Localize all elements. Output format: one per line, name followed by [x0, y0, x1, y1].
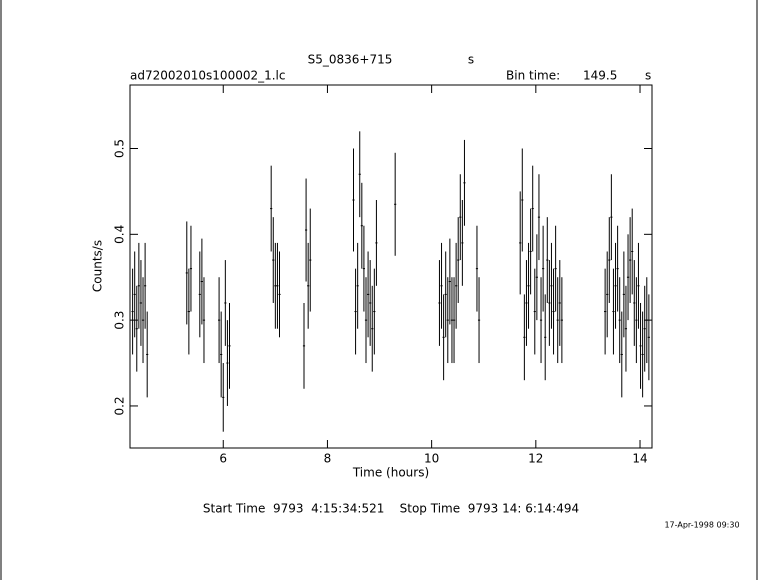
y-tick-label: 0.3 — [113, 311, 127, 330]
x-tick-label: 10 — [424, 452, 439, 466]
y-tick-label: 0.4 — [113, 225, 127, 244]
chart-title: S5_0836+715 — [308, 53, 393, 67]
date: 17-Apr-1998 09:30 — [664, 521, 739, 530]
bin-label: Bin time: — [506, 69, 560, 83]
plot-frame — [129, 84, 653, 449]
x-axis-label: Time (hours) — [352, 466, 429, 480]
x-tick-label: 8 — [324, 452, 332, 466]
bin-unit: s — [645, 69, 651, 83]
title-unit: s — [468, 53, 474, 67]
y-tick-label: 0.5 — [113, 139, 127, 158]
bin-value: 149.5 — [583, 69, 617, 83]
footer: Start Time 9793 4:15:34:521 Stop Time 97… — [203, 502, 579, 516]
y-tick-label: 0.2 — [113, 396, 127, 415]
x-tick-label: 14 — [632, 452, 647, 466]
x-tick-label: 6 — [219, 452, 227, 466]
x-tick-label: 12 — [528, 452, 543, 466]
filename: ad72002010s100002_1.lc — [130, 69, 286, 83]
y-axis-label: Counts/s — [91, 240, 105, 292]
